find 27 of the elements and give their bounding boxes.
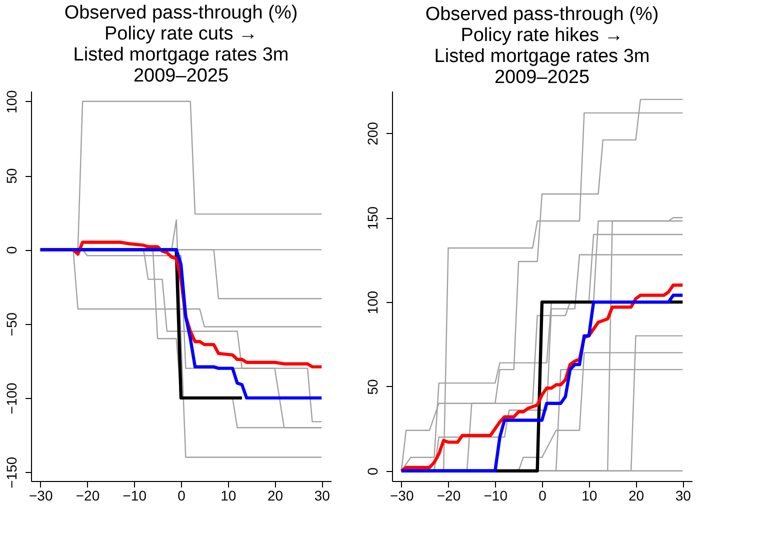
y-tick-label: 100 — [364, 290, 380, 314]
y-tick-label: −50 — [4, 312, 20, 336]
x-tick-label: −20 — [76, 488, 100, 504]
y-tick-label: 50 — [364, 378, 380, 395]
y-tick-label: 100 — [4, 90, 20, 114]
y-tick-label: 200 — [364, 122, 380, 146]
y-tick-label: 50 — [4, 168, 20, 184]
x-tick-label: 30 — [314, 488, 330, 504]
x-tick-label: −20 — [436, 488, 461, 504]
chart-title: Observed pass-through (%) Policy rate hikes → Listed mortgage rates 3m 2009–2025 — [425, 4, 659, 88]
x-tick-label: 0 — [538, 488, 547, 504]
y-tick-label: −150 — [4, 456, 20, 488]
y-tick-label: 150 — [364, 206, 380, 230]
x-tick-label: −10 — [484, 488, 508, 504]
x-tick-label: 10 — [220, 488, 236, 504]
x-tick-label: 10 — [582, 488, 598, 504]
x-tick-label: 0 — [178, 488, 186, 504]
y-tick-label: −100 — [4, 382, 20, 414]
chart-title: Observed pass-through (%) Policy rate cuts → Listed mortgage rates 3m 2009–2025 — [64, 2, 298, 87]
y-tick-label: 0 — [4, 246, 20, 254]
y-tick-label: 0 — [364, 467, 380, 476]
x-tick-label: 20 — [267, 488, 284, 504]
x-tick-label: −30 — [390, 488, 414, 504]
x-tick-label: 20 — [628, 488, 644, 504]
x-tick-label: 30 — [675, 488, 692, 504]
x-tick-label: −10 — [122, 488, 147, 504]
x-tick-label: −30 — [29, 488, 53, 504]
